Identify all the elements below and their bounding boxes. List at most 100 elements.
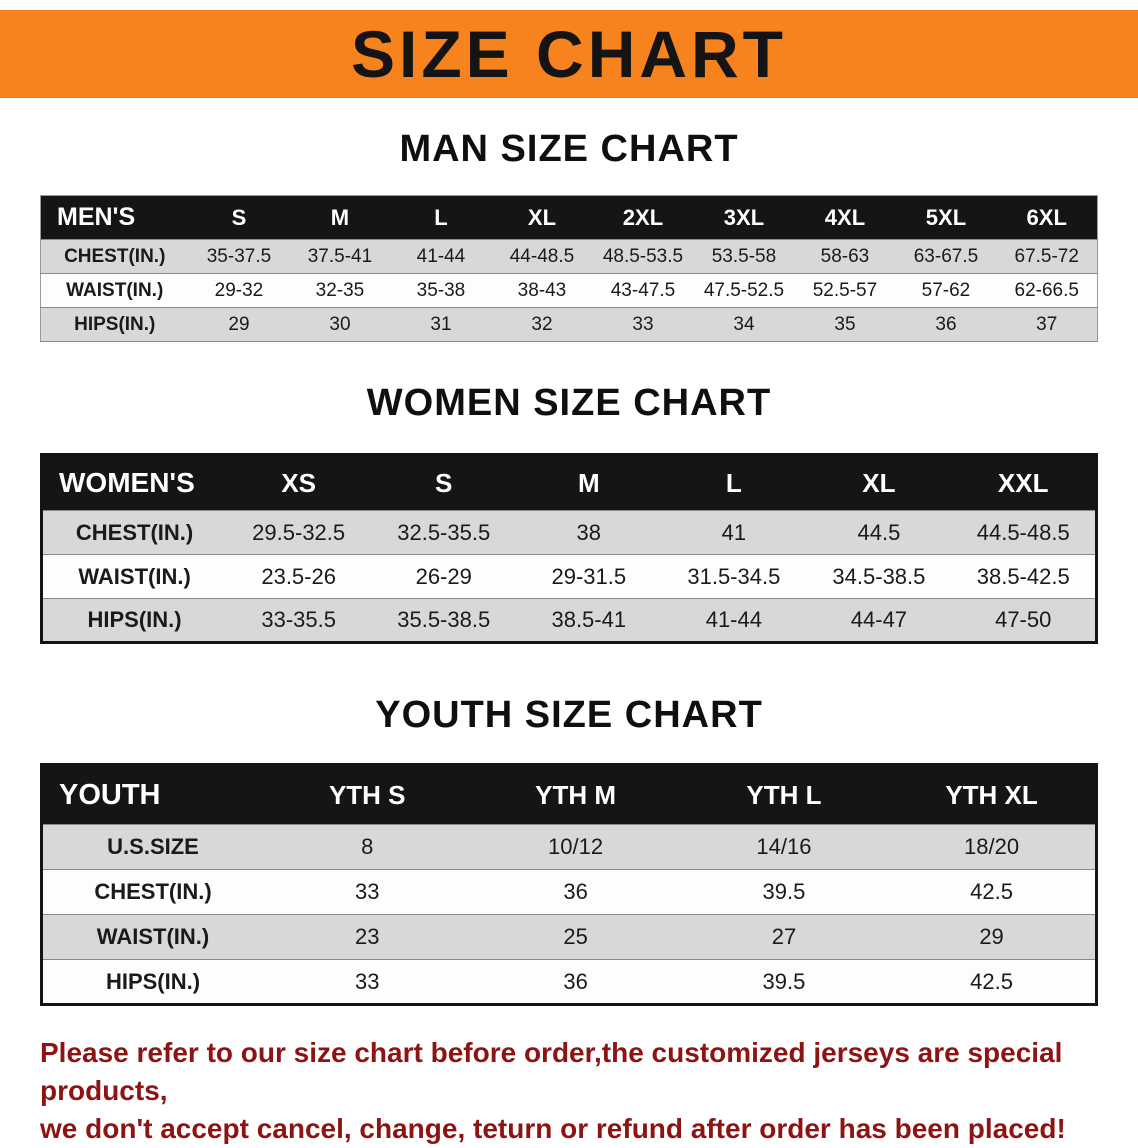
notice-line-2: we don't accept cancel, change, teturn o… (40, 1113, 1066, 1144)
table-row: HIPS(IN.) 33 36 39.5 42.5 (41, 959, 1097, 1005)
size-value: 38.5-41 (551, 607, 627, 632)
size-value: 14/16 (756, 834, 812, 859)
size-value: 62-66.5 (1014, 279, 1079, 301)
size-value: 10/12 (548, 834, 604, 859)
size-value: 35-37.5 (206, 245, 272, 267)
size-column-header: 5XL (895, 195, 997, 240)
table-row: WAIST(IN.) 23 25 27 29 (41, 914, 1097, 960)
row-label: HIPS(IN.) (74, 313, 156, 335)
size-value: 34 (733, 313, 755, 335)
women-header-row: WOMEN'S XS S M L XL XXL (41, 454, 1097, 511)
table-corner-label: WOMEN'S (41, 454, 227, 511)
size-value: 29.5-32.5 (252, 519, 346, 545)
size-value: 18/20 (964, 834, 1020, 859)
size-value: 41 (721, 519, 747, 545)
size-column-header: XL (806, 454, 952, 511)
size-value: 25 (563, 924, 588, 949)
section-heading-youth: YOUTH SIZE CHART (375, 694, 763, 736)
size-column-header: L (390, 195, 492, 240)
size-value: 34.5-38.5 (832, 563, 926, 589)
row-label: U.S.SIZE (107, 834, 199, 859)
table-row: CHEST(IN.) 29.5-32.5 32.5-35.5 38 41 44.5 44.5… (41, 510, 1097, 555)
size-value: 53.5-58 (711, 245, 777, 267)
table-row: WAIST(IN.) 23.5-26 26-29 29-31.5 31.5-34.5 34… (41, 554, 1097, 599)
size-value: 48.5-53.5 (602, 245, 684, 267)
size-value: 35 (834, 313, 856, 335)
size-value: 33 (354, 879, 380, 904)
size-value: 47-50 (995, 607, 1052, 632)
size-value: 23.5-26 (261, 563, 336, 589)
size-column-header: 3XL (693, 195, 795, 240)
table-row: CHEST(IN.) 35-37.5 37.5-41 41-44 44-48.5 48.5… (40, 239, 1098, 274)
size-value: 35.5-38.5 (397, 607, 491, 632)
row-label: HIPS(IN.) (87, 607, 182, 632)
size-column-header: 2XL (592, 195, 694, 240)
size-value: 63-67.5 (913, 245, 979, 267)
size-value: 31.5-34.5 (687, 563, 781, 589)
size-value: 44-47 (850, 607, 908, 632)
size-value: 42.5 (970, 879, 1013, 904)
size-value: 35-38 (416, 279, 466, 301)
size-value: 36 (563, 968, 588, 994)
table-row: HIPS(IN.) 33-35.5 35.5-38.5 38.5-41 41-44 44-… (41, 598, 1097, 643)
banner: SIZE CHART (0, 10, 1138, 98)
size-value: 26-29 (415, 563, 472, 589)
women-size-section: WOMEN SIZE CHART WOMEN'S XS S M L XL XXL CHEST… (0, 382, 1138, 644)
table-corner-label: MEN'S (40, 195, 189, 240)
size-value: 44.5 (857, 519, 901, 545)
size-column-header: M (516, 454, 662, 511)
row-label: WAIST(IN.) (66, 279, 164, 301)
size-value: 33-35.5 (261, 607, 336, 632)
size-value: 36 (935, 313, 957, 335)
size-column-header: XS (226, 454, 372, 511)
row-label: WAIST(IN.) (78, 563, 191, 589)
row-label: CHEST(IN.) (64, 245, 166, 267)
men-header-row: MEN'S S M L XL 2XL 3XL 4XL 5XL 6XL (40, 195, 1098, 240)
size-value: 57-62 (921, 279, 971, 301)
size-value: 29-32 (214, 279, 264, 301)
women-size-table: WOMEN'S XS S M L XL XXL CHEST(IN.) 29.5-32.5 32.… (40, 453, 1098, 644)
size-value: 44-48.5 (509, 245, 575, 267)
size-value: 33 (354, 968, 380, 994)
table-row: HIPS(IN.) 29 30 31 32 33 34 35 36 37 (40, 307, 1098, 342)
size-value: 41-44 (416, 245, 466, 267)
size-value: 30 (329, 313, 351, 335)
size-column-header: YTH S (263, 764, 472, 825)
size-column-header: 4XL (794, 195, 896, 240)
section-heading-men: MAN SIZE CHART (399, 128, 739, 170)
row-label: CHEST(IN.) (75, 519, 194, 545)
size-value: 39.5 (762, 879, 806, 904)
men-size-table: MEN'S S M L XL 2XL 3XL 4XL 5XL 6XL CHEST(IN.) 35-3… (40, 195, 1098, 342)
size-value: 33 (632, 313, 654, 335)
size-value: 47.5-52.5 (703, 279, 785, 301)
size-column-header: XXL (951, 454, 1097, 511)
size-value: 39.5 (762, 968, 806, 994)
size-column-header: S (371, 454, 517, 511)
size-value: 8 (361, 834, 374, 859)
youth-size-section: YOUTH SIZE CHART YOUTH YTH S YTH M YTH L YTH… (0, 694, 1138, 1006)
table-row: CHEST(IN.) 33 36 39.5 42.5 (41, 869, 1097, 915)
youth-table-body: U.S.SIZE 8 10/12 14/16 18/20 CHEST(IN.) 33 36 39… (41, 824, 1097, 1005)
section-heading-women: WOMEN SIZE CHART (366, 382, 772, 424)
page-title: SIZE CHART (351, 17, 787, 91)
size-value: 37.5-41 (307, 245, 373, 267)
size-column-header: XL (491, 195, 593, 240)
size-value: 38 (576, 519, 602, 545)
row-label: CHEST(IN.) (94, 879, 212, 904)
size-value: 27 (771, 924, 797, 949)
size-value: 67.5-72 (1014, 245, 1079, 267)
size-value: 36 (563, 879, 588, 904)
size-value: 41-44 (705, 607, 762, 632)
size-column-header: M (289, 195, 391, 240)
row-label: WAIST(IN.) (96, 924, 210, 949)
size-column-header: S (188, 195, 290, 240)
size-value: 29 (228, 313, 250, 335)
youth-header-row: YOUTH YTH S YTH M YTH L YTH XL (41, 764, 1097, 825)
row-label: HIPS(IN.) (105, 968, 201, 994)
size-value: 32.5-35.5 (397, 519, 491, 545)
order-notice: Please refer to our size chart before or… (0, 1034, 1138, 1148)
size-value: 44.5-48.5 (976, 519, 1070, 545)
size-value: 32 (531, 313, 553, 335)
table-corner-label: YOUTH (41, 764, 264, 825)
size-chart-page: SIZE CHART MAN SIZE CHART MEN'S S M L XL 2XL 3… (0, 10, 1138, 1144)
